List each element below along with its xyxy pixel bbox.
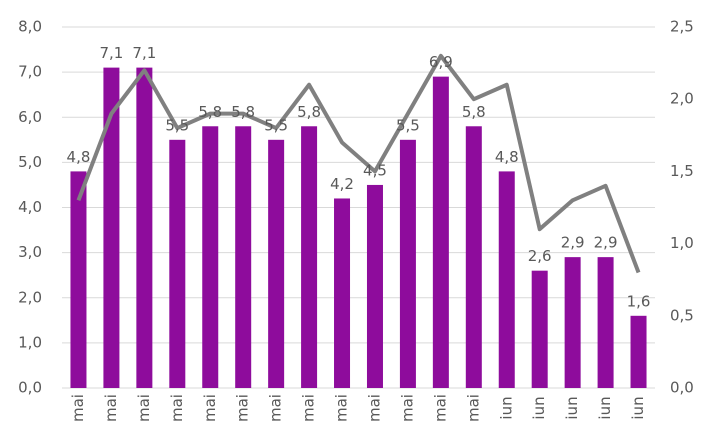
x-tick-label: mai xyxy=(168,394,186,422)
y2-tick-label: 0,5 xyxy=(670,306,694,324)
x-tick-label: mai xyxy=(102,394,120,422)
x-tick-label: mai xyxy=(365,394,383,422)
y-tick-label: 1,0 xyxy=(18,333,42,351)
bar xyxy=(169,139,186,388)
data-label: 4,5 xyxy=(363,161,387,179)
y-tick-label: 5,0 xyxy=(18,153,42,171)
x-tick-label: mai xyxy=(300,394,318,422)
y2-tick-label: 2,5 xyxy=(670,18,694,36)
data-label: 1,6 xyxy=(627,292,651,310)
data-label: 2,6 xyxy=(528,247,552,265)
y2-tick-label: 0,0 xyxy=(670,379,694,397)
bar xyxy=(136,67,153,389)
data-label: 4,8 xyxy=(495,148,519,166)
x-tick-label: iun xyxy=(530,396,548,419)
x-tick-label: iun xyxy=(596,396,614,419)
y2-tick-label: 2,0 xyxy=(670,90,694,108)
data-label: 5,8 xyxy=(231,103,255,121)
y-tick-label: 3,0 xyxy=(18,243,42,261)
data-label: 5,5 xyxy=(264,116,288,134)
x-tick-label: mai xyxy=(201,394,219,422)
data-label: 5,8 xyxy=(198,103,222,121)
y-tick-label: 2,0 xyxy=(18,288,42,306)
y-tick-label: 4,0 xyxy=(18,198,42,216)
data-label: 7,1 xyxy=(132,44,156,62)
line xyxy=(76,53,641,274)
bar xyxy=(103,67,120,389)
bar xyxy=(498,171,515,388)
x-tick-label: mai xyxy=(464,394,482,422)
y-tick-label: 6,0 xyxy=(18,108,42,126)
data-label: 4,8 xyxy=(67,148,91,166)
bar xyxy=(564,257,581,388)
bar xyxy=(597,257,614,388)
bar xyxy=(366,184,383,388)
data-label: 2,9 xyxy=(594,234,618,252)
x-tick-label: iun xyxy=(629,396,647,419)
bar xyxy=(399,139,416,388)
data-label: 5,8 xyxy=(297,103,321,121)
bar xyxy=(268,139,285,388)
data-label: 5,5 xyxy=(396,116,420,134)
bar xyxy=(630,315,647,388)
data-label: 6,9 xyxy=(429,53,453,71)
y-tick-label: 7,0 xyxy=(18,63,42,81)
bar xyxy=(531,270,548,388)
data-label: 2,9 xyxy=(561,234,585,252)
x-tick-label: mai xyxy=(234,394,252,422)
bar xyxy=(235,126,252,389)
data-label: 5,8 xyxy=(462,103,486,121)
bar xyxy=(301,126,318,389)
y-tick-label: 8,0 xyxy=(18,18,42,36)
y-tick-label: 0,0 xyxy=(18,379,42,397)
x-tick-label: mai xyxy=(267,394,285,422)
bar xyxy=(432,76,449,388)
data-label: 5,5 xyxy=(165,116,189,134)
bar xyxy=(202,126,219,389)
x-tick-label: iun xyxy=(563,396,581,419)
y2-tick-label: 1,0 xyxy=(670,234,694,252)
data-label: 7,1 xyxy=(99,44,123,62)
x-tick-label: mai xyxy=(431,394,449,422)
bar xyxy=(465,126,482,389)
x-tick-label: iun xyxy=(497,396,515,419)
bar xyxy=(70,171,87,388)
data-label: 4,2 xyxy=(330,175,354,193)
bar xyxy=(334,198,351,388)
x-tick-label: mai xyxy=(398,394,416,422)
y2-tick-label: 1,5 xyxy=(670,162,694,180)
x-tick-label: mai xyxy=(333,394,351,422)
x-tick-label: mai xyxy=(135,394,153,422)
x-tick-label: mai xyxy=(69,394,87,422)
